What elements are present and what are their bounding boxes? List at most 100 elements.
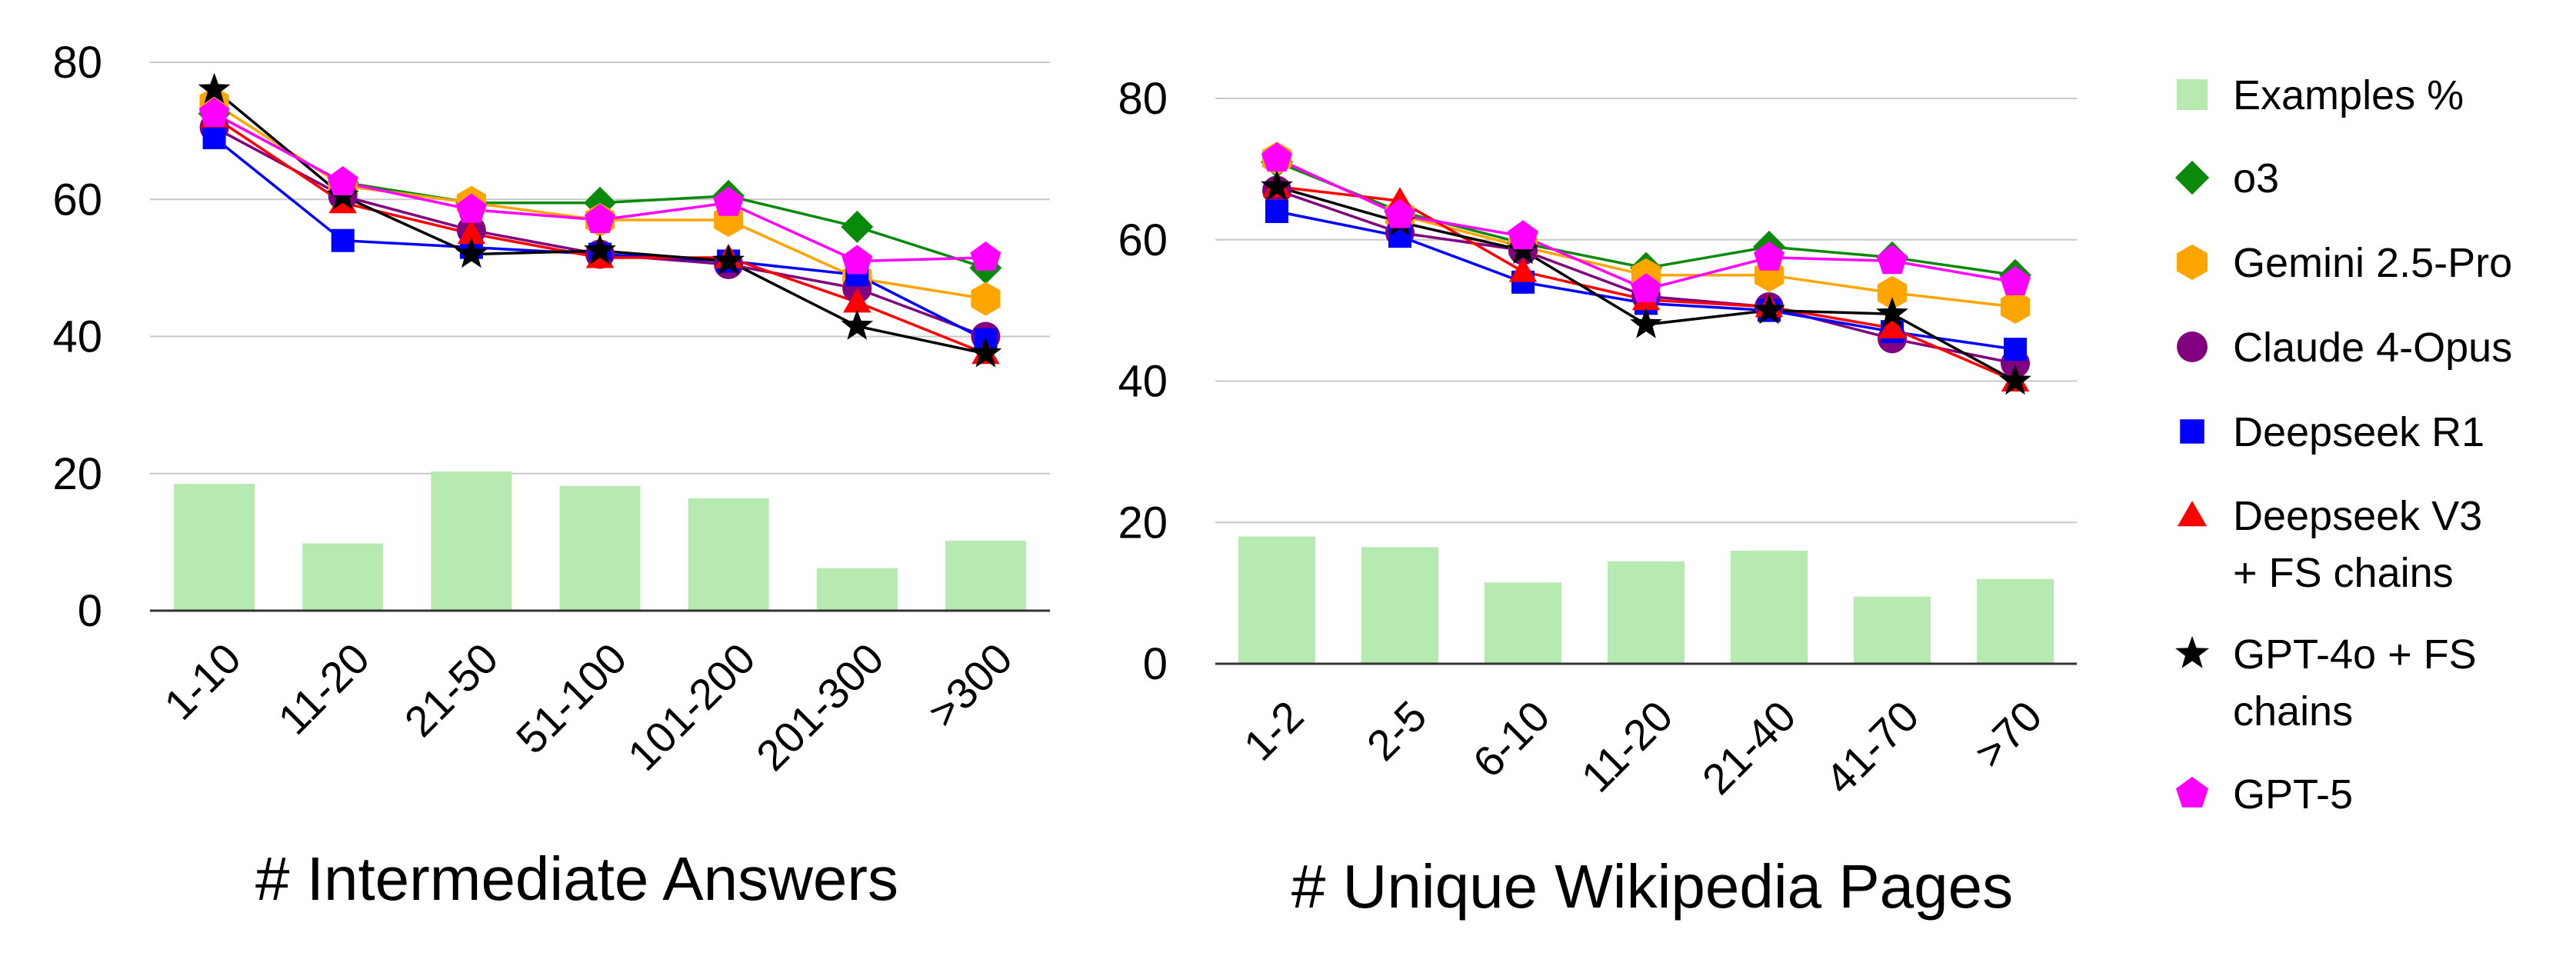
point-gpt-5-1-10: [198, 97, 230, 127]
point-gpt-5-11-20: [327, 166, 358, 195]
point-gpt-5-21-40: [1754, 241, 1785, 271]
point-deepseek-v3-fs-chains-201-300: [843, 288, 871, 313]
bar-examples-21-50: [431, 471, 512, 611]
bar-examples-300: [945, 541, 1026, 611]
bar-examples-51-100: [559, 485, 641, 611]
x-tick-label: 11-20: [268, 634, 378, 744]
x-tick-label: 101-200: [618, 634, 765, 780]
point-gpt-5-201-300: [841, 245, 873, 275]
legend-label-o3: o3: [2233, 155, 2279, 202]
point-gpt-4o-fs-chains-70: [1999, 364, 2031, 395]
y-tick-label: 0: [1143, 639, 1168, 689]
point-gpt-5-300: [970, 242, 1001, 271]
legend-marker-deepseek-v3: [2177, 501, 2208, 527]
legend-marker-gemini-2-5-pro: [2177, 244, 2208, 281]
x-tick-label: 51-100: [507, 634, 636, 763]
y-tick-label: 80: [1118, 74, 1168, 124]
x-tick-label: 2-5: [1358, 691, 1436, 770]
y-tick-label: 40: [1118, 357, 1168, 407]
point-deepseek-r1-70: [2004, 338, 2027, 361]
point-gpt-5-2-5: [1385, 198, 1415, 228]
bar-examples-201-300: [816, 568, 898, 611]
point-gpt-4o-fs-chains-21-40: [1753, 293, 1785, 325]
x-tick-label: >70: [1965, 691, 2051, 778]
point-o3-201-300: [841, 210, 874, 243]
point-gpt-4o-fs-chains-21-50: [455, 237, 488, 268]
point-gemini-2-5-pro-300: [971, 281, 1001, 316]
bar-examples-1-10: [174, 484, 255, 611]
point-gpt-4o-fs-chains-201-300: [841, 309, 874, 340]
point-gpt-4o-fs-chains-1-10: [198, 72, 231, 104]
x-axis-title: # Intermediate Answers: [255, 844, 898, 913]
x-tick-label: 21-50: [395, 634, 508, 746]
point-deepseek-v3-fs-chains-21-50: [457, 219, 485, 245]
bar-examples-70: [1977, 578, 2054, 664]
point-deepseek-r1-1-10: [202, 126, 226, 150]
x-tick-label: 6-10: [1464, 691, 1559, 787]
bar-examples-2-5: [1361, 547, 1438, 664]
chart-unique-wikipedia-pages: 0 20 40 60 80 1-2 2-5 6-10 11-20 21-40 41-70 >70 # U…: [1118, 74, 2077, 921]
legend-label-deepseek-r1: Deepseek R1: [2233, 409, 2484, 455]
bar-examples-21-40: [1731, 551, 1808, 664]
legend-label-gpt-4o-fs: GPT-4o + FS: [2233, 631, 2477, 678]
point-deepseek-r1-1-2: [1265, 200, 1288, 223]
y-tick-label: 40: [52, 312, 102, 362]
legend-marker-claude-4-opus: [2177, 331, 2208, 362]
legend: Examples % o3 Gemini 2.5-Pro Claude 4-Opus D…: [2174, 72, 2512, 818]
point-deepseek-r1-11-20: [331, 228, 355, 252]
x-tick-label: 41-70: [1816, 691, 1928, 804]
chart-intermediate-answers: 0 20 40 60 80 1-10 11-20 21-50 51-100101-200201-…: [52, 38, 1050, 913]
point-gpt-4o-fs-chains-41-70: [1876, 297, 1908, 328]
x-tick-label: >300: [918, 634, 1021, 737]
legend-label-examples: Examples %: [2233, 72, 2464, 118]
x-tick-label: 21-40: [1693, 691, 1805, 804]
bar-examples-101-200: [688, 498, 769, 611]
point-gpt-4o-fs-chains-101-200: [712, 244, 745, 275]
legend-label-claude-4-opus: Claude 4-Opus: [2233, 325, 2512, 371]
legend-marker-gpt-5: [2176, 777, 2208, 808]
x-tick-label: 11-20: [1572, 691, 1682, 801]
bar-examples-11-20: [1608, 561, 1685, 664]
legend-label-continued: + FS chains: [2233, 550, 2454, 596]
legend-label-gemini-2-5-pro: Gemini 2.5-Pro: [2233, 240, 2512, 286]
point-gpt-5-21-50: [455, 193, 487, 223]
point-gpt-5-11-20: [1631, 273, 1661, 303]
legend-label-continued: chains: [2233, 688, 2353, 734]
y-tick-label: 60: [1118, 215, 1168, 265]
legend-marker-examples: [2177, 79, 2208, 110]
point-deepseek-v3-fs-chains-6-10: [1508, 258, 1538, 282]
x-tick-label: 201-300: [747, 634, 893, 780]
point-gpt-5-1-2: [1261, 142, 1292, 172]
legend-marker-o3: [2174, 160, 2210, 195]
legend-label-gpt-5: GPT-5: [2233, 771, 2353, 818]
bar-examples-41-70: [1854, 596, 1931, 664]
legend-marker-gpt-4o-fs: [2175, 635, 2209, 668]
bar-examples-11-20: [302, 543, 384, 611]
x-tick-label: 1-2: [1235, 691, 1313, 770]
point-gpt-5-101-200: [713, 186, 745, 216]
bar-examples-1-2: [1238, 536, 1315, 664]
y-tick-label: 80: [52, 38, 102, 88]
point-gpt-5-51-100: [585, 204, 615, 233]
bar-examples-6-10: [1485, 582, 1561, 664]
legend-marker-deepseek-r1: [2180, 419, 2204, 444]
point-gpt-4o-fs-chains-51-100: [584, 234, 616, 265]
x-axis-title: # Unique Wikipedia Pages: [1291, 852, 2013, 921]
point-gpt-4o-fs-chains-11-20: [1630, 308, 1662, 338]
y-tick-label: 0: [78, 586, 102, 636]
point-gpt-5-6-10: [1508, 220, 1538, 250]
point-deepseek-v3-fs-chains-41-70: [1878, 314, 1907, 339]
x-tick-label: 1-10: [155, 634, 250, 729]
point-gemini-2-5-pro-41-70: [1877, 275, 1908, 310]
y-tick-label: 20: [1118, 498, 1168, 548]
point-gpt-4o-fs-chains-1-2: [1261, 169, 1293, 201]
point-gpt-5-41-70: [1877, 245, 1908, 275]
point-gpt-4o-fs-chains-300: [969, 336, 1002, 368]
legend-label-deepseek-v3: Deepseek V3: [2233, 493, 2482, 539]
y-tick-label: 60: [52, 175, 102, 225]
point-gemini-2-5-pro-70: [2000, 290, 2031, 324]
y-tick-label: 20: [52, 449, 102, 499]
point-gpt-5-70: [2000, 265, 2031, 295]
